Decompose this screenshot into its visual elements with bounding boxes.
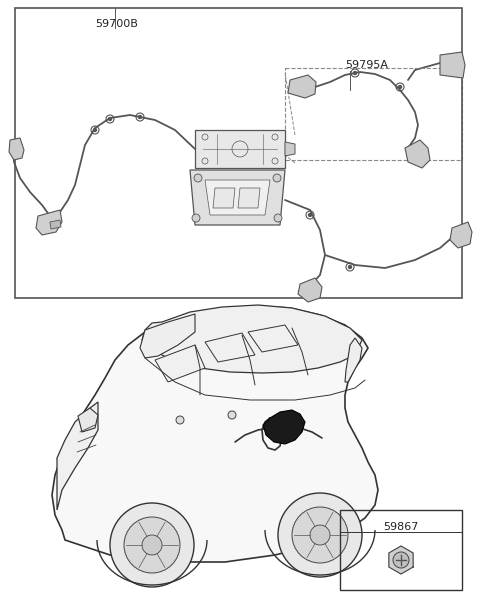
Polygon shape: [9, 138, 24, 160]
Polygon shape: [405, 140, 430, 168]
Circle shape: [309, 213, 312, 216]
Polygon shape: [440, 52, 465, 78]
Polygon shape: [205, 333, 255, 362]
Text: 59795A: 59795A: [345, 60, 388, 70]
Text: 59700B: 59700B: [95, 19, 138, 29]
Circle shape: [108, 118, 111, 121]
Polygon shape: [213, 188, 235, 208]
Polygon shape: [57, 402, 98, 510]
Polygon shape: [450, 222, 472, 248]
Polygon shape: [263, 410, 305, 444]
Bar: [285, 68, 462, 160]
Circle shape: [348, 265, 351, 268]
Circle shape: [273, 174, 281, 182]
Polygon shape: [345, 338, 362, 382]
Circle shape: [393, 552, 409, 568]
Polygon shape: [298, 278, 322, 302]
Polygon shape: [190, 170, 285, 225]
Polygon shape: [155, 345, 205, 382]
Circle shape: [278, 493, 362, 577]
Circle shape: [192, 214, 200, 222]
Polygon shape: [50, 220, 61, 229]
Circle shape: [110, 503, 194, 587]
Polygon shape: [389, 546, 413, 574]
Circle shape: [124, 517, 180, 573]
Text: 59867: 59867: [384, 522, 419, 532]
Polygon shape: [36, 210, 62, 235]
Polygon shape: [288, 75, 316, 98]
Bar: [15, 8, 462, 298]
Circle shape: [398, 85, 401, 88]
Circle shape: [228, 411, 236, 419]
Circle shape: [292, 507, 348, 563]
Polygon shape: [52, 306, 378, 562]
Polygon shape: [285, 142, 295, 156]
Polygon shape: [238, 188, 260, 208]
Circle shape: [94, 128, 96, 132]
Polygon shape: [142, 305, 362, 373]
Circle shape: [139, 116, 142, 119]
Polygon shape: [195, 130, 285, 168]
Polygon shape: [140, 314, 195, 358]
Circle shape: [353, 72, 357, 75]
Circle shape: [176, 416, 184, 424]
Polygon shape: [248, 325, 298, 352]
Circle shape: [194, 174, 202, 182]
Circle shape: [142, 535, 162, 555]
Polygon shape: [205, 180, 270, 215]
Bar: [340, 510, 462, 590]
Polygon shape: [78, 408, 98, 432]
Circle shape: [274, 214, 282, 222]
Circle shape: [310, 525, 330, 545]
